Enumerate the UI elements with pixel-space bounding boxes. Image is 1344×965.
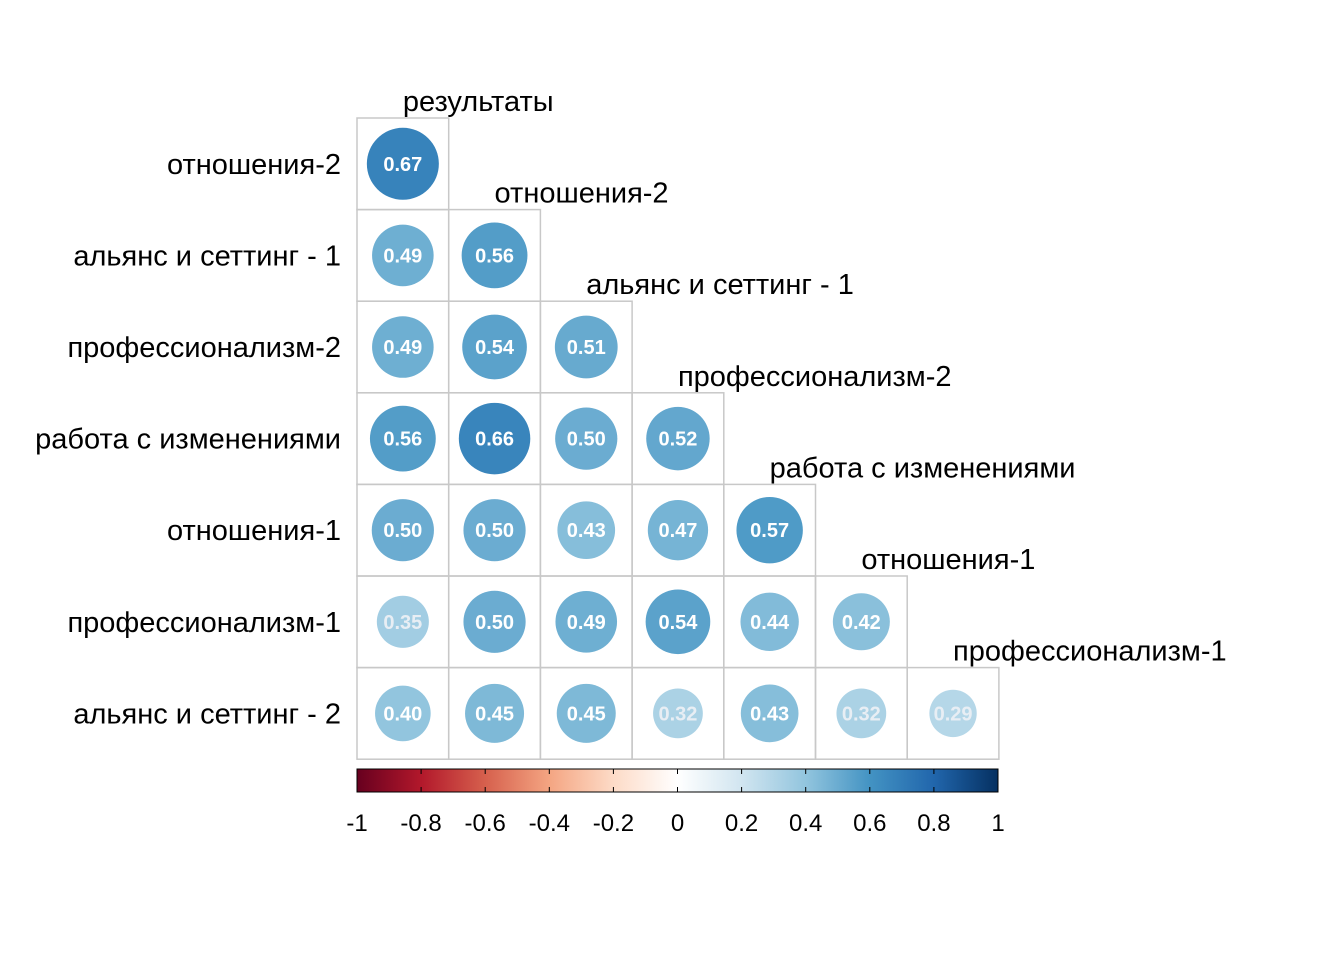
column-label: профессионализм-1: [953, 636, 1227, 668]
correlation-value: 0.44: [750, 612, 790, 634]
correlation-circle: [555, 407, 618, 470]
correlation-value: 0.45: [475, 703, 514, 725]
correlation-circle: [375, 685, 431, 742]
row-labels: отношения-2 альянс и сеттинг - 1 профессио…: [35, 149, 341, 731]
correlation-circle: [557, 501, 616, 560]
correlation-value: 0.49: [383, 245, 422, 267]
correlation-value: 0.32: [842, 703, 881, 725]
column-label: альянс и сеттинг - 1: [586, 269, 854, 301]
correlation-circle: [647, 500, 709, 561]
correlation-value: 0.42: [842, 612, 881, 634]
column-label: отношения-2: [495, 178, 669, 210]
correlation-circle: [645, 589, 711, 655]
column-label: отношения-1: [861, 544, 1035, 576]
correlation-circle: [554, 315, 618, 379]
correlation-circle: [736, 497, 803, 564]
correlation-circle: [929, 689, 977, 738]
row-label: работа с изменениями: [35, 424, 341, 456]
correlation-circle: [372, 316, 434, 378]
correlation-circle: [371, 499, 434, 562]
correlation-circle: [646, 406, 710, 471]
row-label: профессионализм-1: [67, 607, 341, 639]
color-legend-tick-label: 1: [991, 810, 1004, 837]
correlation-value: 0.50: [475, 612, 514, 634]
color-legend-tick-label: 0.6: [853, 810, 886, 837]
correlation-value: 0.45: [567, 703, 606, 725]
column-label: профессионализм-2: [678, 361, 952, 393]
color-legend-ticks: -1 -0.8 -0.6 -0.4 -0.2 0 0.2 0.4 0.6 0.8 1: [346, 769, 1005, 837]
color-legend-tick-label: 0.8: [917, 810, 950, 837]
correlation-values: 0.67 0.49 0.56 0.49 0.54 0.51 0.56 0.66 0.50 0.52…: [383, 154, 972, 726]
row-label: отношения-1: [167, 515, 341, 547]
color-legend-tick-label: -0.8: [400, 810, 441, 837]
correlation-value: 0.35: [383, 612, 422, 634]
correlation-circle: [556, 683, 616, 743]
correlation-circle: [463, 499, 526, 562]
color-legend-tick-label: -0.4: [529, 810, 570, 837]
correlation-circle: [458, 402, 531, 475]
correlation-value: 0.57: [750, 520, 789, 542]
correlation-circle: [555, 591, 618, 653]
row-label: альянс и сеттинг - 2: [73, 698, 341, 730]
correlation-value: 0.32: [658, 703, 697, 725]
correlation-circle: [463, 590, 526, 653]
correlation-circle: [366, 127, 439, 200]
correlation-value: 0.40: [383, 703, 422, 725]
matrix-grid: [356, 117, 1000, 760]
column-label: результаты: [403, 86, 554, 118]
color-legend: -1 -0.8 -0.6 -0.4 -0.2 0 0.2 0.4 0.6 0.8 1: [346, 768, 1005, 837]
correlation-circles: [366, 127, 977, 743]
color-legend-tick-label: -0.6: [465, 810, 506, 837]
column-labels: результаты отношения-2 альянс и сеттинг - …: [403, 86, 1227, 668]
correlation-value: 0.49: [383, 337, 422, 359]
correlation-value: 0.43: [567, 520, 606, 542]
correlation-circle: [369, 405, 436, 472]
correlation-circle: [461, 222, 528, 289]
matrix-cell: [906, 666, 1000, 760]
correlation-value: 0.54: [658, 612, 698, 634]
correlation-value: 0.50: [567, 429, 606, 451]
correlation-circle: [836, 688, 887, 739]
correlation-circle: [372, 224, 434, 287]
correlation-value: 0.50: [383, 520, 422, 542]
correlation-value: 0.56: [383, 429, 422, 451]
correlation-value: 0.29: [934, 703, 973, 725]
correlation-circle: [740, 684, 799, 743]
color-legend-tick-label: 0.2: [725, 810, 758, 837]
correlation-value: 0.56: [475, 245, 514, 267]
correlation-circle: [465, 683, 525, 743]
correlation-value: 0.67: [383, 154, 422, 176]
color-legend-tick-label: -1: [346, 810, 367, 837]
correlation-value: 0.43: [750, 703, 789, 725]
row-label: отношения-2: [167, 149, 341, 181]
correlation-value: 0.50: [475, 520, 514, 542]
correlation-value: 0.51: [567, 337, 606, 359]
correlation-value: 0.49: [567, 612, 606, 634]
color-legend-tick-label: 0: [671, 810, 684, 837]
row-label: профессионализм-2: [67, 332, 341, 364]
correlation-value: 0.47: [658, 520, 697, 542]
row-label: альянс и сеттинг - 1: [73, 240, 341, 272]
correlation-circle: [376, 595, 429, 648]
color-legend-tick-label: -0.2: [593, 810, 634, 837]
correlation-value: 0.66: [475, 429, 514, 451]
correlation-circle: [740, 592, 799, 651]
correlation-value: 0.52: [658, 429, 697, 451]
column-label: работа с изменениями: [770, 452, 1076, 484]
correlation-circle: [653, 688, 703, 739]
correlation-circle: [832, 593, 890, 651]
correlation-value: 0.54: [475, 337, 515, 359]
color-legend-tick-label: 0.4: [789, 810, 822, 837]
correlation-circle: [462, 314, 527, 380]
